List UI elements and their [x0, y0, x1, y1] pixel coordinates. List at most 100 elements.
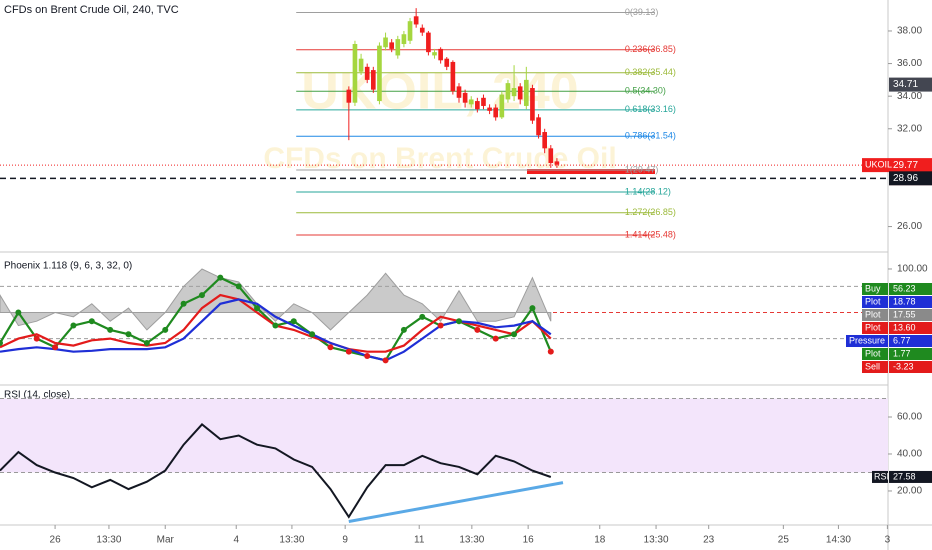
candle-body: [444, 58, 450, 67]
phoenix-dot: [511, 331, 518, 338]
price-badge: [889, 158, 932, 173]
phoenix-dot: [492, 335, 499, 342]
phoenix-dot: [529, 305, 536, 312]
indicator-title: Phoenix 1.118 (9, 6, 3, 32, 0): [4, 261, 132, 272]
candle-body: [364, 66, 370, 80]
rsi-badge-name-text: RSI: [874, 471, 889, 481]
indicator-badge-name-text: Plot: [865, 309, 881, 319]
phoenix-dot: [143, 339, 150, 346]
candle-body: [426, 32, 431, 53]
phoenix-dot: [364, 353, 371, 360]
indicator-badge: [889, 296, 932, 308]
phoenix-dot: [70, 322, 77, 329]
candle-body: [407, 21, 413, 41]
candle-body: [413, 16, 419, 25]
indicator-badge-text: 18.78: [893, 296, 916, 306]
indicator-badge-name: [846, 335, 888, 347]
phoenix-area: [0, 268, 552, 331]
candle-body: [352, 44, 358, 103]
x-tick-label: 23: [703, 535, 715, 546]
rsi-band: [0, 398, 888, 473]
x-tick-label: 9: [342, 535, 348, 546]
indicator-badge-name-text: Pressure: [849, 335, 885, 345]
marker-bar: [527, 169, 655, 174]
phoenix-dot: [309, 331, 316, 338]
x-tick-label: 16: [523, 535, 535, 546]
candle-body: [395, 39, 401, 56]
indicator-badge: [889, 361, 932, 373]
trendline: [348, 481, 564, 523]
indicator-badge: [889, 335, 932, 347]
fib-label: 0.618(33.16): [625, 104, 676, 114]
phoenix-dot: [52, 344, 59, 351]
y-tick-label: 36.00: [897, 58, 922, 69]
price-badge: [889, 77, 932, 92]
indicator-badge-name: [862, 309, 888, 321]
phoenix-dot: [180, 300, 187, 307]
rsi-badge: [889, 470, 932, 483]
fib-label: 0.382(35.44): [625, 67, 676, 77]
phoenix-dot: [327, 344, 334, 351]
candle-body: [511, 88, 517, 97]
phoenix-dot: [419, 313, 426, 320]
indicator-badge-name-text: Plot: [865, 296, 881, 306]
chart-title: CFDs on Brent Crude Oil, 240, TVC: [4, 4, 179, 16]
fib-label: 0.5(34.30): [625, 86, 666, 96]
indicator-badge-name-text: Plot: [865, 322, 881, 332]
y-tick-label: 20.00: [897, 486, 922, 497]
indicator-badge-name-text: Buy: [865, 283, 881, 293]
indicator-badge: [889, 309, 932, 321]
phoenix-dot: [107, 326, 114, 333]
y-tick-label: 60.00: [897, 412, 922, 423]
indicator-badge-text: 13.60: [893, 322, 916, 332]
candle-body: [419, 27, 425, 33]
indicator-badge-name-text: Sell: [865, 361, 880, 371]
candle-body: [468, 99, 474, 105]
x-tick-label: 13:30: [644, 535, 669, 546]
candle-body: [517, 86, 523, 100]
x-tick-label: 18: [594, 535, 606, 546]
candle-body: [487, 107, 492, 111]
phoenix-dot: [547, 348, 554, 355]
candle-body: [346, 89, 352, 103]
phoenix-dot: [162, 326, 169, 333]
candle-body: [432, 52, 437, 56]
candle-body: [523, 79, 529, 106]
phoenix-dot: [198, 292, 205, 299]
rsi-badge-name: [872, 470, 888, 483]
y-tick-label: 32.00: [897, 123, 922, 134]
candle-body: [389, 42, 395, 49]
phoenix-dot: [254, 305, 261, 312]
candle-body: [383, 37, 388, 48]
candle-body: [505, 83, 511, 100]
candle-body: [530, 88, 535, 121]
phoenix-dot: [88, 318, 95, 325]
indicator-badge-text: 56.23: [893, 283, 916, 293]
fib-label: 1(29.47): [625, 164, 659, 174]
indicator-badge-name: [862, 296, 888, 308]
phoenix-dot: [437, 322, 444, 329]
price-badge-text: 29.77: [893, 160, 918, 171]
y-tick-label: 100.00: [897, 264, 928, 275]
x-tick-label: 3: [885, 535, 891, 546]
phoenix-dot: [455, 318, 462, 325]
phoenix-dot: [290, 318, 297, 325]
indicator-badge-name: [862, 361, 888, 373]
y-tick-label: 26.00: [897, 221, 922, 232]
phoenix-dot: [272, 322, 279, 329]
indicator-badge: [889, 283, 932, 295]
candle-body: [377, 45, 382, 102]
x-tick-label: 13:30: [96, 535, 121, 546]
indicator-badge-text: 17.55: [893, 309, 916, 319]
phoenix-dot: [382, 357, 389, 364]
phoenix-dot: [125, 331, 132, 338]
x-tick-label: 4: [233, 535, 239, 546]
phoenix-dot: [400, 326, 407, 333]
phoenix-dot: [474, 326, 481, 333]
candle-body: [456, 86, 462, 98]
fib-label: 0(39.13): [625, 7, 659, 17]
fib-label: 1.272(26.85): [625, 207, 676, 217]
price-badge-text: 28.96: [893, 173, 918, 184]
